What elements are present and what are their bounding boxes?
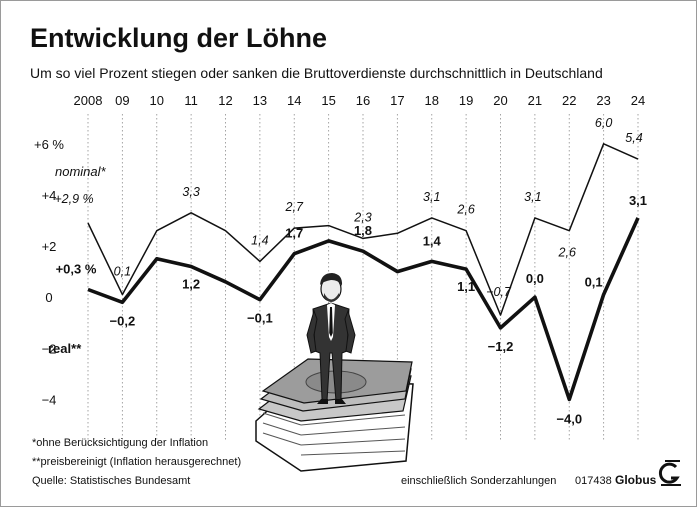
real-data-label: −1,2 <box>488 339 514 354</box>
real-data-labels: +0,3 % −0,2 1,2 −0,1 1,7 1,8 1,4 1,1 −1,2 0,0 −4,0… <box>56 193 647 427</box>
real-data-label: 1,8 <box>354 223 372 238</box>
y-tick-label: +2 <box>42 239 57 254</box>
money-stack-illustration <box>255 358 414 472</box>
year-label: 22 <box>562 93 576 108</box>
year-label: 2008 <box>74 93 103 108</box>
real-data-label: 1,1 <box>457 279 475 294</box>
y-tick-labels: +6 % +4 +2 0 −2 −4 <box>34 137 64 408</box>
nominal-series-label: nominal* <box>55 164 107 179</box>
source-note: Quelle: Statistisches Bundesamt <box>32 475 190 487</box>
nominal-data-label: 6,0 <box>595 116 612 130</box>
real-series-line <box>87 217 640 402</box>
globus-logo-icon <box>658 460 681 486</box>
graphic-code: 017438 <box>575 475 612 487</box>
nominal-data-label: 2,7 <box>285 200 304 214</box>
real-data-label: −0,1 <box>247 311 273 326</box>
real-data-label: 3,1 <box>629 193 647 208</box>
year-label: 11 <box>184 93 198 108</box>
nominal-data-label: 3,3 <box>182 185 199 199</box>
real-data-label: 1,2 <box>182 276 200 291</box>
nominal-data-label: 5,4 <box>625 131 642 145</box>
nominal-data-label: 2,6 <box>456 203 474 217</box>
special-payments-note: einschließlich Sonderzahlungen <box>401 475 556 487</box>
year-label: 20 <box>493 93 507 108</box>
real-data-label: 0,1 <box>585 275 603 290</box>
nominal-data-label: 2,3 <box>353 210 371 224</box>
year-label: 17 <box>390 93 404 108</box>
nominal-data-label: 3,1 <box>524 190 541 204</box>
real-data-label: 1,7 <box>285 226 303 241</box>
year-label: 15 <box>321 93 335 108</box>
footnote-real: **preisbereinigt (Inflation herausgerech… <box>32 456 241 468</box>
year-labels: 2008 09 10 11 12 13 14 15 16 17 18 19 20 21 22 23 24 <box>74 93 646 108</box>
real-data-label: −4,0 <box>556 411 582 426</box>
year-label: 18 <box>425 93 439 108</box>
real-data-label: −0,2 <box>110 313 136 328</box>
y-tick-label: −2 <box>42 341 57 356</box>
year-label: 19 <box>459 93 473 108</box>
nominal-data-label: 2,6 <box>558 246 576 260</box>
real-data-label: 0,0 <box>526 271 544 286</box>
businessman-illustration <box>306 273 356 404</box>
y-tick-label: +4 <box>42 188 57 203</box>
year-label: 16 <box>356 93 370 108</box>
y-tick-label: +6 % <box>34 137 64 152</box>
year-label: 10 <box>150 93 164 108</box>
year-label: 13 <box>253 93 267 108</box>
y-tick-label: −4 <box>42 392 57 407</box>
brand-name: Globus <box>615 473 657 487</box>
footnote-nominal: *ohne Berücksichtigung der Inflation <box>32 437 208 449</box>
chart-title: Entwicklung der Löhne <box>30 23 327 53</box>
year-label: 24 <box>631 93 645 108</box>
real-data-label: +0,3 % <box>56 262 97 277</box>
year-label: 21 <box>528 93 542 108</box>
year-label: 12 <box>218 93 232 108</box>
nominal-data-label: −0,7 <box>486 285 512 299</box>
chart-subtitle: Um so viel Prozent stiegen oder sanken d… <box>30 65 603 81</box>
nominal-data-label: 1,4 <box>251 233 268 247</box>
nominal-series-line <box>87 143 639 316</box>
year-label: 14 <box>287 93 301 108</box>
real-series-label: real** <box>48 341 82 356</box>
year-label: 09 <box>115 93 129 108</box>
nominal-data-labels: +2,9 % 0,1 3,3 1,4 2,7 2,3 3,1 2,6 −0,7 3,1 2,6 6,0… <box>54 116 642 299</box>
nominal-data-label: 3,1 <box>423 190 440 204</box>
y-tick-label: 0 <box>45 290 52 305</box>
year-label: 23 <box>596 93 610 108</box>
nominal-data-label: 0,1 <box>114 265 131 279</box>
nominal-data-label: +2,9 % <box>54 192 93 206</box>
real-data-label: 1,4 <box>423 233 442 248</box>
